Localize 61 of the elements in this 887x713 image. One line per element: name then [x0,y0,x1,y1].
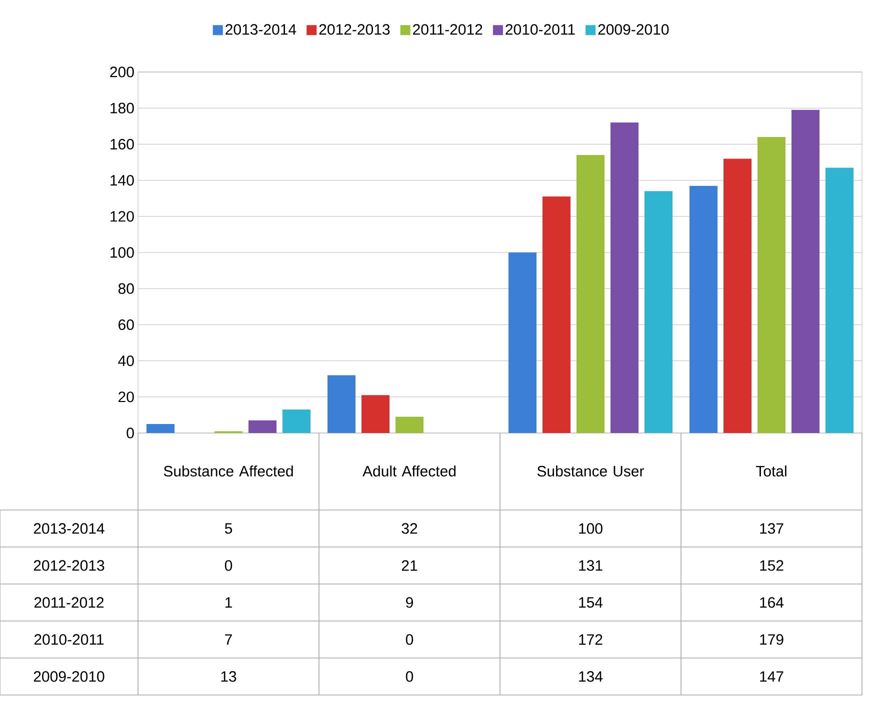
y-tick-label: 140 [110,174,134,186]
bar [146,424,175,433]
bar [576,155,605,433]
data-label: 100 [579,523,602,534]
data-label: 172 [579,634,602,645]
bar [724,158,752,433]
data-label: 0 [406,634,414,645]
data-label: 147 [760,671,784,682]
data-label: 21 [402,560,418,571]
data-label: 13 [221,671,236,682]
data-label: 137 [760,523,784,534]
y-tick-label: 160 [110,138,134,150]
x-tick-label: Adult Affected [362,465,456,476]
bar [826,168,854,433]
x-tick-label: Substance User [537,465,644,476]
bar [792,110,820,433]
text: 2012-2013 [34,560,104,571]
legend-label: 2013-2014 [226,24,296,35]
data-label: 164 [760,597,784,608]
bar [508,252,536,433]
y-tick-label: 60 [118,319,134,330]
text: 2010-2011 [34,634,104,645]
data-label: 152 [760,560,784,571]
text: 2011-2012 [34,597,104,608]
text: 2009-2010 [34,671,104,682]
data-label: 7 [225,634,232,645]
bar [542,196,571,433]
y-tick-label: 0 [126,428,134,438]
legend-label: 2010-2011 [506,24,575,35]
bar [396,416,424,433]
data-label: 154 [579,597,603,608]
bar [248,420,276,433]
bar [328,375,356,433]
x-tick-label: Total [756,465,786,476]
data-label: 9 [406,597,413,608]
data-label: 134 [579,671,603,682]
legend-label: 2009-2010 [598,24,669,35]
y-tick-label: 40 [118,355,134,366]
bar [362,395,390,433]
y-tick-label: 200 [110,66,134,78]
bar [610,122,639,433]
x-tick-label: Substance Affected [164,465,293,476]
data-label: 5 [224,523,232,534]
y-tick-label: 20 [118,392,134,402]
bar [690,186,718,433]
data-label: 32 [402,523,418,534]
legend-label: 2012-2013 [319,24,390,35]
bar [644,191,673,433]
y-tick-label: 120 [110,211,134,222]
bar [282,410,311,433]
text: 2013-2014 [34,523,104,534]
y-tick-label: 100 [110,247,134,258]
data-label: 179 [760,634,784,645]
legend-label: 2011-2012 [413,24,482,35]
data-label: 131 [579,560,602,571]
y-tick-label: 80 [118,283,134,294]
y-tick-label: 180 [110,102,134,114]
data-label: 1 [225,597,232,608]
bar [758,136,786,433]
data-label: 0 [224,560,232,571]
data-label: 0 [406,671,414,682]
